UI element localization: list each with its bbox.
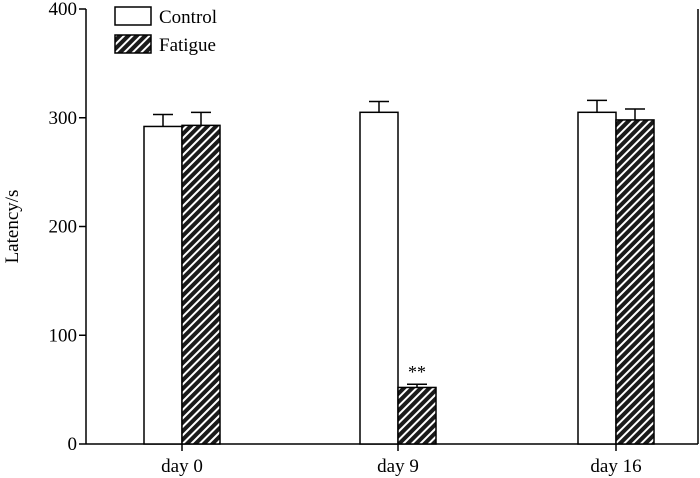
legend: Control Fatigue bbox=[114, 6, 217, 56]
x-tick-label: day 16 bbox=[590, 456, 641, 477]
y-tick-label: 0 bbox=[68, 434, 78, 455]
plot-area: 0 100 200 300 400 day 0 day 9 day 16 ** bbox=[49, 0, 699, 477]
bar-fatigue-day-16 bbox=[615, 119, 655, 445]
y-axis-label: Latency/s bbox=[2, 190, 23, 264]
x-tick-label: day 9 bbox=[377, 456, 419, 477]
x-tick-label: day 0 bbox=[161, 456, 203, 477]
y-tick-label: 200 bbox=[49, 217, 78, 238]
significance-marker: ** bbox=[408, 362, 426, 382]
bar-fatigue-day-0 bbox=[181, 124, 221, 445]
legend-swatch-fatigue bbox=[114, 34, 152, 54]
bar-control-day-16 bbox=[577, 111, 617, 445]
bar-control-day-9 bbox=[359, 111, 399, 445]
legend-swatch-control bbox=[114, 6, 152, 26]
legend-label-control: Control bbox=[159, 7, 217, 28]
legend-label-fatigue: Fatigue bbox=[159, 35, 216, 56]
bar-control-day-0 bbox=[143, 125, 183, 445]
bar-fatigue-day-9 bbox=[397, 386, 437, 445]
y-tick-label: 100 bbox=[49, 325, 78, 346]
y-tick-label: 300 bbox=[49, 108, 78, 129]
y-tick-label: 400 bbox=[49, 0, 78, 20]
